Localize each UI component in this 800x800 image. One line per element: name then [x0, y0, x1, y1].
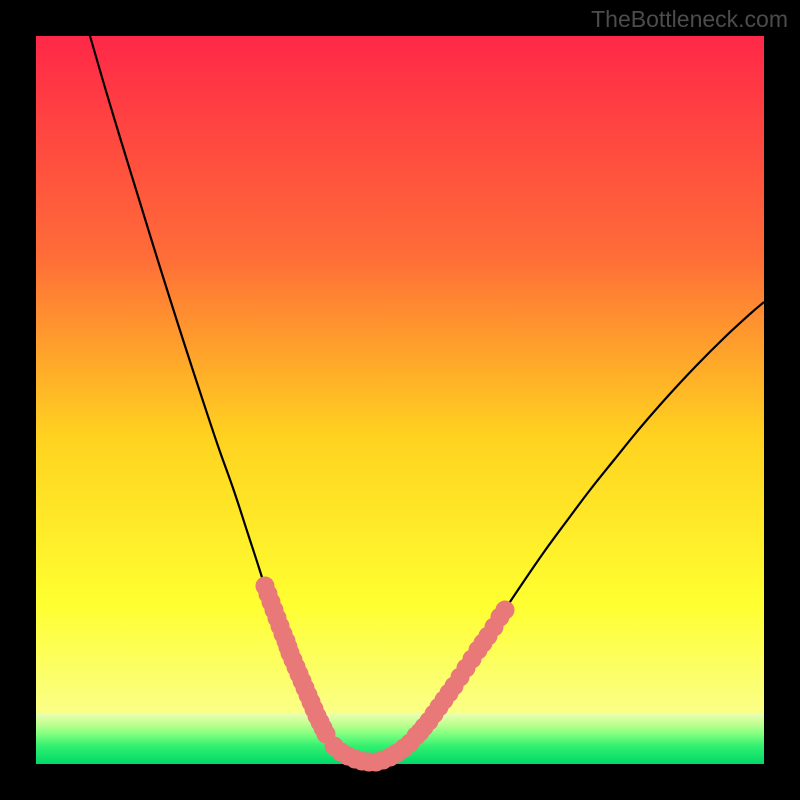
curve-layer — [0, 0, 800, 800]
watermark-text: TheBottleneck.com — [591, 6, 788, 33]
data-point-marker — [496, 601, 514, 619]
bottleneck-curve — [90, 36, 764, 763]
